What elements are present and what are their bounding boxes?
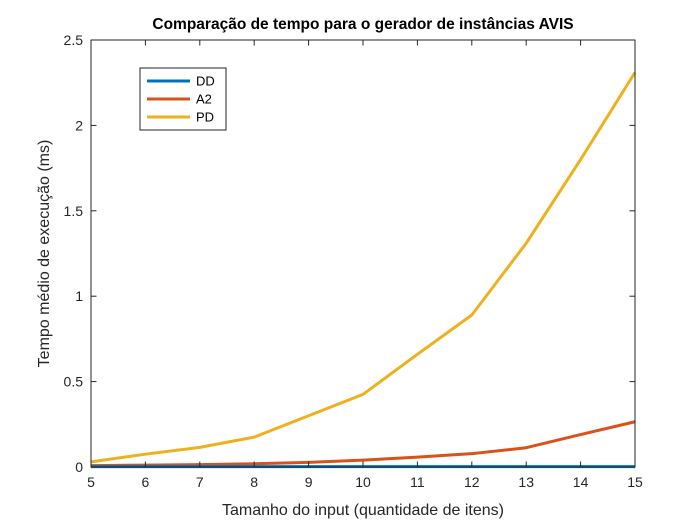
y-tick-label: 0.5 [64,374,84,390]
legend-label-pd: PD [196,110,214,125]
y-tick-label: 2.5 [64,32,84,48]
chart-title: Comparação de tempo para o gerador de in… [152,16,573,33]
x-tick-label: 14 [573,474,589,490]
y-tick-label: 1.5 [64,203,84,219]
x-tick-label: 5 [87,474,95,490]
legend-label-dd: DD [196,74,215,89]
x-tick-label: 12 [464,474,480,490]
y-tick-label: 2 [75,117,83,133]
x-tick-label: 11 [410,474,425,490]
x-tick-label: 13 [518,474,534,490]
x-axis-label: Tamanho do input (quantidade de itens) [222,502,504,519]
x-tick-label: 10 [355,474,371,490]
x-tick-label: 6 [142,474,150,490]
y-tick-label: 1 [75,288,83,304]
legend-label-a2: A2 [196,92,212,107]
x-tick-label: 15 [627,474,643,490]
tick-layer: 5 6 7 8 9 10 11 12 13 14 15 0 0.5 1 1.5 2 2.5 [64,32,643,490]
y-tick-label: 0 [75,459,83,475]
legend: DD A2 PD [139,67,227,131]
x-tick-label: 9 [305,474,313,490]
y-axis-label: Tempo médio de execução (ms) [36,140,53,368]
series-line-a2 [90,420,636,468]
x-tick-label: 8 [250,474,258,490]
series-line-pd [90,71,637,464]
x-tick-label: 7 [196,474,204,490]
